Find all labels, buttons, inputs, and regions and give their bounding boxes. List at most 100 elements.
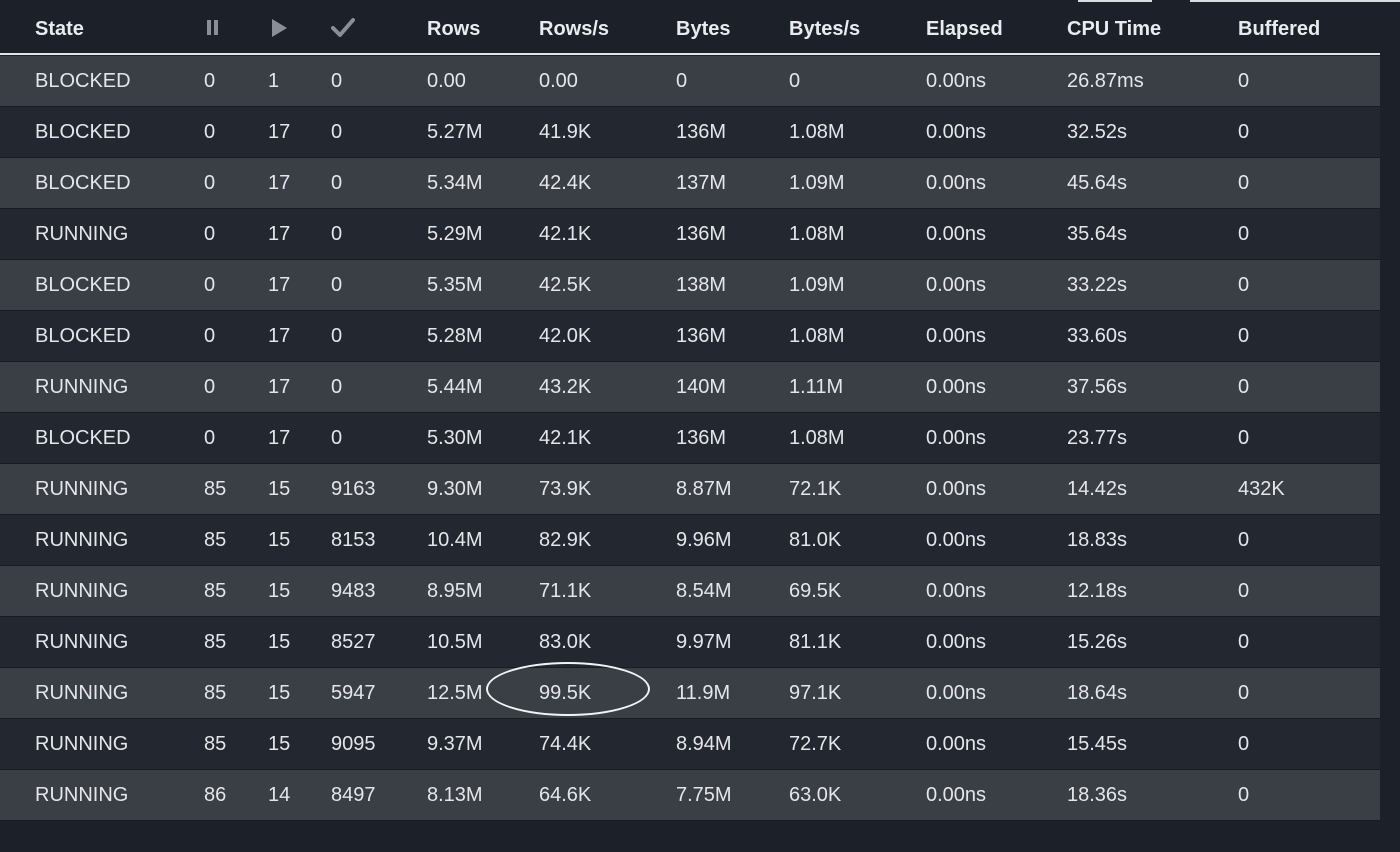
header-rows-per-sec[interactable]: Rows/s <box>539 18 610 40</box>
cell-state: RUNNING <box>35 529 129 551</box>
cell-elapsed: 0.00ns <box>926 223 987 245</box>
table-body: BLOCKED 0 1 0 0.00 0.00 0 0 0.00ns 26.87ms 0 BLOCKE… <box>0 56 1380 821</box>
cell-elapsed: 0.00ns <box>926 784 987 806</box>
cell-rows: 8.13M <box>427 784 483 806</box>
table-row[interactable]: RUNNING 85 15 5947 12.5M 99.5K 11.9M 97.1K 0.00n… <box>0 668 1380 719</box>
cell-elapsed: 0.00ns <box>926 631 987 653</box>
top-tab-right[interactable] <box>1190 0 1400 2</box>
cell-finished: 0 <box>331 223 343 245</box>
cell-cpu-time: 45.64s <box>1067 172 1128 194</box>
cell-buffered: 0 <box>1238 733 1250 755</box>
cell-queued: 0 <box>204 121 216 143</box>
cell-state: RUNNING <box>35 223 129 245</box>
cell-state: BLOCKED <box>35 427 131 449</box>
cell-rows-per-sec: 42.1K <box>539 223 592 245</box>
cell-finished: 8497 <box>331 784 376 806</box>
cell-cpu-time: 18.36s <box>1067 784 1128 806</box>
cell-state: BLOCKED <box>35 121 131 143</box>
cell-bytes: 137M <box>676 172 727 194</box>
cell-elapsed: 0.00ns <box>926 274 987 296</box>
cell-rows: 9.37M <box>427 733 483 755</box>
table-row[interactable]: RUNNING 85 15 9095 9.37M 74.4K 8.94M 72.7K 0.00n… <box>0 719 1380 770</box>
cell-cpu-time: 33.60s <box>1067 325 1128 347</box>
header-cpu-time[interactable]: CPU Time <box>1067 18 1162 40</box>
cell-bytes-per-sec: 0 <box>789 70 801 92</box>
cell-rows-per-sec: 74.4K <box>539 733 592 755</box>
cell-bytes: 8.54M <box>676 580 732 602</box>
cell-rows-per-sec: 42.1K <box>539 427 592 449</box>
cell-rows-per-sec: 42.5K <box>539 274 592 296</box>
cell-cpu-time: 23.77s <box>1067 427 1128 449</box>
cell-buffered: 0 <box>1238 223 1250 245</box>
table-row[interactable]: RUNNING 0 17 0 5.44M 43.2K 140M 1.11M 0.00ns 37.5… <box>0 362 1380 413</box>
cell-cpu-time: 33.22s <box>1067 274 1128 296</box>
cell-finished: 0 <box>331 274 343 296</box>
table-row[interactable]: RUNNING 86 14 8497 8.13M 64.6K 7.75M 63.0K 0.00n… <box>0 770 1380 821</box>
cell-state: BLOCKED <box>35 274 131 296</box>
table-row[interactable]: RUNNING 85 15 8527 10.5M 83.0K 9.97M 81.1K 0.00n… <box>0 617 1380 668</box>
cell-elapsed: 0.00ns <box>926 682 987 704</box>
header-bytes[interactable]: Bytes <box>676 18 731 40</box>
cell-rows-per-sec: 43.2K <box>539 376 592 398</box>
table-row[interactable]: BLOCKED 0 1 0 0.00 0.00 0 0 0.00ns 26.87ms 0 <box>0 56 1380 107</box>
play-icon <box>270 16 290 45</box>
cell-finished: 0 <box>331 121 343 143</box>
cell-queued: 0 <box>204 427 216 449</box>
cell-bytes: 136M <box>676 223 727 245</box>
table-row[interactable]: RUNNING 85 15 8153 10.4M 82.9K 9.96M 81.0K 0.00n… <box>0 515 1380 566</box>
cell-buffered: 0 <box>1238 529 1250 551</box>
cell-rows: 5.35M <box>427 274 483 296</box>
cell-running: 1 <box>268 70 280 92</box>
cell-finished: 0 <box>331 325 343 347</box>
cell-bytes: 136M <box>676 427 727 449</box>
header-rows[interactable]: Rows <box>427 18 481 40</box>
cell-rows: 5.29M <box>427 223 483 245</box>
header-buffered[interactable]: Buffered <box>1238 18 1321 40</box>
cell-finished: 0 <box>331 70 343 92</box>
table-row[interactable]: BLOCKED 0 17 0 5.28M 42.0K 136M 1.08M 0.00ns 33.6… <box>0 311 1380 362</box>
cell-rows-per-sec: 64.6K <box>539 784 592 806</box>
cell-bytes-per-sec: 72.1K <box>789 478 842 500</box>
table-row[interactable]: RUNNING 0 17 0 5.29M 42.1K 136M 1.08M 0.00ns 35.6… <box>0 209 1380 260</box>
cell-buffered: 0 <box>1238 427 1250 449</box>
cell-rows: 5.44M <box>427 376 483 398</box>
cell-queued: 0 <box>204 172 216 194</box>
cell-rows-per-sec: 42.0K <box>539 325 592 347</box>
top-tab-left[interactable] <box>1078 0 1152 2</box>
cell-rows: 0.00 <box>427 70 466 92</box>
cell-finished: 0 <box>331 376 343 398</box>
pause-icon <box>205 16 221 45</box>
table-row[interactable]: BLOCKED 0 17 0 5.30M 42.1K 136M 1.08M 0.00ns 23.7… <box>0 413 1380 464</box>
cell-cpu-time: 18.83s <box>1067 529 1128 551</box>
cell-cpu-time: 37.56s <box>1067 376 1128 398</box>
cell-rows: 5.28M <box>427 325 483 347</box>
cell-state: RUNNING <box>35 376 129 398</box>
table-row[interactable]: RUNNING 85 15 9483 8.95M 71.1K 8.54M 69.5K 0.00n… <box>0 566 1380 617</box>
cell-running: 17 <box>268 376 291 398</box>
cell-elapsed: 0.00ns <box>926 478 987 500</box>
cell-queued: 0 <box>204 325 216 347</box>
header-state[interactable]: State <box>35 18 84 40</box>
cell-elapsed: 0.00ns <box>926 733 987 755</box>
table-row[interactable]: RUNNING 85 15 9163 9.30M 73.9K 8.87M 72.1K 0.00n… <box>0 464 1380 515</box>
cell-elapsed: 0.00ns <box>926 70 987 92</box>
cell-buffered: 432K <box>1238 478 1285 500</box>
table-row[interactable]: BLOCKED 0 17 0 5.35M 42.5K 138M 1.09M 0.00ns 33.2… <box>0 260 1380 311</box>
checkmark-icon <box>331 16 355 45</box>
cell-bytes: 136M <box>676 325 727 347</box>
table-row[interactable]: BLOCKED 0 17 0 5.34M 42.4K 137M 1.09M 0.00ns 45.6… <box>0 158 1380 209</box>
cell-finished: 8527 <box>331 631 376 653</box>
header-bytes-per-sec[interactable]: Bytes/s <box>789 18 861 40</box>
cell-queued: 85 <box>204 580 227 602</box>
cell-rows-per-sec: 0.00 <box>539 70 578 92</box>
cell-cpu-time: 14.42s <box>1067 478 1128 500</box>
cell-running: 14 <box>268 784 291 806</box>
cell-queued: 85 <box>204 478 227 500</box>
cell-bytes-per-sec: 1.08M <box>789 121 845 143</box>
cell-bytes: 7.75M <box>676 784 732 806</box>
table-row[interactable]: BLOCKED 0 17 0 5.27M 41.9K 136M 1.08M 0.00ns 32.5… <box>0 107 1380 158</box>
cell-cpu-time: 18.64s <box>1067 682 1128 704</box>
cell-bytes: 8.87M <box>676 478 732 500</box>
cell-running: 17 <box>268 274 291 296</box>
header-elapsed[interactable]: Elapsed <box>926 18 1003 40</box>
